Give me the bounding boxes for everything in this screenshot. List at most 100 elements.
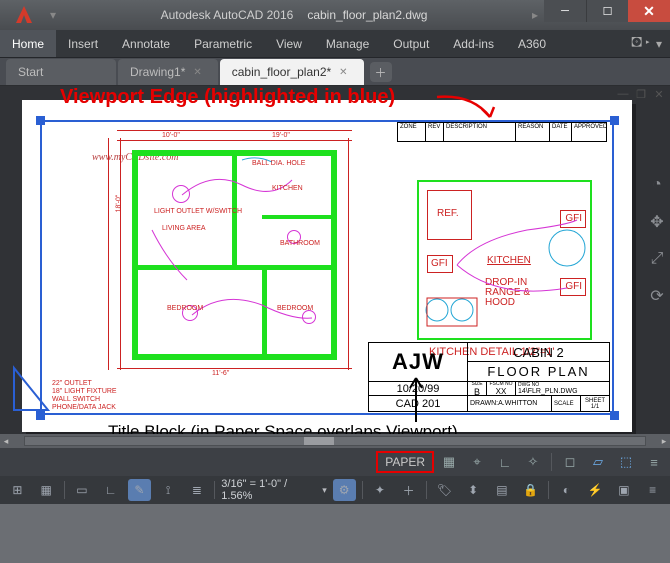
scale-readout[interactable]: 3/16" = 1'-0" / 1.56% <box>221 478 316 502</box>
outlet-symbol <box>302 310 316 324</box>
window-close-button[interactable]: ✕ <box>628 0 670 22</box>
wall <box>132 265 337 270</box>
osnap-toggle-icon[interactable]: ⟟ <box>157 479 180 501</box>
titlebar-chevron-icon: ▾ <box>50 8 56 22</box>
viewport-grip[interactable] <box>610 116 619 125</box>
ribbon-tab-home[interactable]: Home <box>0 30 56 57</box>
dim-text: 19'-0" <box>272 132 290 139</box>
tb-course: CAD 201 <box>368 395 468 412</box>
tb-scale: SCALE <box>551 395 581 412</box>
revision-col: REV <box>426 123 444 141</box>
nav-orbit-icon[interactable]: ⟳ <box>650 286 663 306</box>
annoscale-icon[interactable]: ▱ <box>588 452 608 472</box>
scroll-thumb[interactable] <box>304 437 334 445</box>
floor-plan: LIGHT OUTLET W/SWITCH LIVING AREA KITCHE… <box>112 130 357 375</box>
dim-text: 18'-0" <box>115 195 122 213</box>
file-tab-label: Start <box>18 65 43 79</box>
lineweight-toggle-icon[interactable]: ≣ <box>186 479 209 501</box>
osnap-icon[interactable]: ◻ <box>560 452 580 472</box>
ribbon-overflow-icon[interactable]: 🖸 ▸ <box>631 33 650 54</box>
scroll-left-icon[interactable]: ◂ <box>0 436 12 447</box>
ribbon-tabs: Home Insert Annotate Parametric View Man… <box>0 30 670 58</box>
nav-pan-icon[interactable]: ✥ <box>650 212 663 232</box>
revision-col: ZONE <box>398 123 426 141</box>
drawing-canvas[interactable]: — ❐ ✕ ZONE REV DESCRIPTION REASON DATE A… <box>0 86 670 448</box>
hardware-accel-icon[interactable]: ⚡ <box>584 479 607 501</box>
ortho-icon[interactable]: ∟ <box>495 452 515 472</box>
ribbon-tab-addins[interactable]: Add-ins <box>441 30 506 57</box>
paperspace-toggle[interactable]: PAPER <box>379 454 431 470</box>
tb-sheet-title: FLOOR PLAN <box>467 361 610 382</box>
grid-icon[interactable]: ▦ <box>439 452 459 472</box>
ribbon-tab-a360[interactable]: A360 <box>506 30 558 57</box>
app-name: Autodesk AutoCAD 2016 <box>161 8 294 22</box>
ribbon-collapse-icon[interactable]: ▾ <box>656 37 662 51</box>
grid-display-icon[interactable]: ▦ <box>35 479 58 501</box>
model-icon[interactable]: ⊞ <box>6 479 29 501</box>
file-tab-drawing1[interactable]: Drawing1*✕ <box>118 59 218 85</box>
scroll-right-icon[interactable]: ▸ <box>658 436 670 447</box>
ribbon-tab-output[interactable]: Output <box>381 30 441 57</box>
window-minimize-button[interactable]: ─ <box>544 0 586 22</box>
nav-wheel-icon[interactable]: ◔ <box>652 176 662 194</box>
scale-dropdown-icon[interactable]: ▾ <box>322 485 327 496</box>
layout-icon[interactable]: ▭ <box>70 479 93 501</box>
ortho-toggle-icon[interactable]: ∟ <box>99 479 122 501</box>
annotation-scale-icon[interactable]: ⚙ <box>333 479 356 501</box>
tb-sheetno: SHEET1/1 <box>580 395 610 412</box>
ribbon-tab-parametric[interactable]: Parametric <box>182 30 264 57</box>
separator <box>214 481 215 499</box>
ref-label: REF. <box>437 208 459 219</box>
close-icon[interactable]: ✕ <box>193 67 201 78</box>
dynamic-input-icon[interactable]: ✎ <box>128 479 151 501</box>
isolate-icon[interactable]: ◐ <box>555 479 578 501</box>
annovis-icon[interactable]: ⬚ <box>616 452 636 472</box>
add-scale-icon[interactable]: ＋ <box>397 479 420 501</box>
horizontal-scrollbar[interactable]: ◂ ▸ <box>0 434 670 448</box>
snap-icon[interactable]: ⌖ <box>467 452 487 472</box>
viewport-grip[interactable] <box>36 116 45 125</box>
wall <box>331 150 337 360</box>
window-maximize-button[interactable]: ☐ <box>586 0 628 22</box>
file-tab-cabin[interactable]: cabin_floor_plan2*✕ <box>220 59 364 85</box>
statusbar-upper: PAPER ▦ ⌖ ∟ ✧ ◻ ▱ ⬚ ≡ <box>0 448 670 476</box>
title-search-chevron-icon[interactable]: ▸ <box>532 8 538 22</box>
close-icon[interactable]: ✕ <box>339 67 347 78</box>
dim-line <box>117 130 352 131</box>
file-tab-start[interactable]: Start <box>6 59 116 85</box>
units-icon[interactable]: ⬍ <box>462 479 485 501</box>
viewport-grip[interactable] <box>610 411 619 420</box>
ribbon-tab-manage[interactable]: Manage <box>314 30 381 57</box>
room-label: KITCHEN <box>272 185 303 192</box>
scroll-track[interactable] <box>24 436 646 446</box>
customize-icon[interactable]: ≡ <box>641 479 664 501</box>
separator <box>64 481 65 499</box>
file-tab-bar: Start Drawing1*✕ cabin_floor_plan2*✕ ＋ <box>0 58 670 86</box>
lineweight-icon[interactable]: ≡ <box>644 452 664 472</box>
clean-screen-icon[interactable]: ▣ <box>613 479 636 501</box>
file-name: cabin_floor_plan2.dwg <box>307 8 427 22</box>
ribbon-tab-annotate[interactable]: Annotate <box>110 30 182 57</box>
window-titlebar: ▾ Autodesk AutoCAD 2016 cabin_floor_plan… <box>0 0 670 30</box>
tb-tiny: 1/1 <box>591 404 599 410</box>
annotation-monitor-icon[interactable]: 🏷 <box>433 479 456 501</box>
workspace-icon[interactable]: ✦ <box>368 479 391 501</box>
tb-size: SIZEB <box>467 381 487 396</box>
dim-text: 11'-6" <box>212 370 229 377</box>
ribbon-tab-insert[interactable]: Insert <box>56 30 110 57</box>
drop-in-label: DROP-IN RANGE & HOOD <box>485 278 555 308</box>
note-label: BALL DIA. HOLE <box>252 160 305 167</box>
new-file-tab-button[interactable]: ＋ <box>370 62 392 82</box>
inner-close-button[interactable]: ✕ <box>652 88 666 101</box>
nav-zoom-icon[interactable]: ⤢ <box>651 250 664 268</box>
quickprops-icon[interactable]: ▤ <box>491 479 514 501</box>
ucs-icon <box>8 360 64 416</box>
lock-ui-icon[interactable]: 🔒 <box>519 479 542 501</box>
polar-icon[interactable]: ✧ <box>523 452 543 472</box>
inner-restore-button[interactable]: ❐ <box>634 88 648 101</box>
ribbon-tab-view[interactable]: View <box>264 30 314 57</box>
nav-bar: ◔ ✥ ⤢ ⟳ <box>646 176 668 306</box>
paper-sheet: ZONE REV DESCRIPTION REASON DATE APPROVE… <box>22 100 632 432</box>
separator <box>548 481 549 499</box>
room-label: LIGHT OUTLET W/SWITCH <box>154 208 242 215</box>
